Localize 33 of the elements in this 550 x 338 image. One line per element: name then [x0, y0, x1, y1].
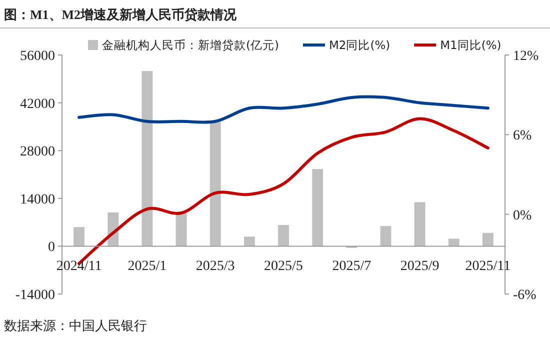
y-tick-label: 42000 [20, 96, 55, 112]
y-tick-label: 28000 [20, 144, 55, 160]
bar [278, 225, 289, 246]
y2-tick-label: 0% [513, 208, 532, 224]
legend-label: M2同比(%) [328, 38, 390, 52]
y-tick-label: 14000 [20, 192, 55, 208]
x-tick-label: 2025/5 [264, 259, 303, 274]
bar [210, 122, 221, 246]
y-tick-label: 56000 [20, 49, 55, 64]
bar [142, 71, 153, 246]
bar [244, 236, 255, 246]
chart-title: 图：M1、M2增速及新增人民币贷款情况 [4, 7, 238, 22]
x-tick-label: 2025/9 [400, 259, 440, 274]
y2-tick-label: -6% [513, 288, 537, 303]
legend-label: 金融机构人民币：新增贷款(亿元) [102, 38, 279, 52]
source-note: 数据来源：中国人民银行 [4, 318, 147, 333]
x-tick-label: 2025/3 [196, 259, 235, 274]
bar [448, 238, 460, 246]
line-series [78, 95, 490, 124]
x-tick-label: 2025/7 [332, 259, 372, 274]
bar [482, 232, 494, 246]
bar [414, 202, 426, 246]
x-tick-label: 2025/11 [465, 259, 511, 274]
y2-tick-label: 6% [513, 128, 532, 144]
bar [74, 227, 84, 246]
x-tick-label: 2025/1 [128, 259, 167, 274]
y-tick-label: -14000 [15, 288, 55, 303]
y-tick-label: 0 [48, 240, 55, 256]
bar [380, 226, 392, 246]
y2-tick-label: 12% [513, 49, 539, 64]
bar [312, 169, 324, 246]
x-tick-label: 2024/11 [56, 259, 102, 274]
legend-label: M1同比(%) [440, 38, 502, 52]
